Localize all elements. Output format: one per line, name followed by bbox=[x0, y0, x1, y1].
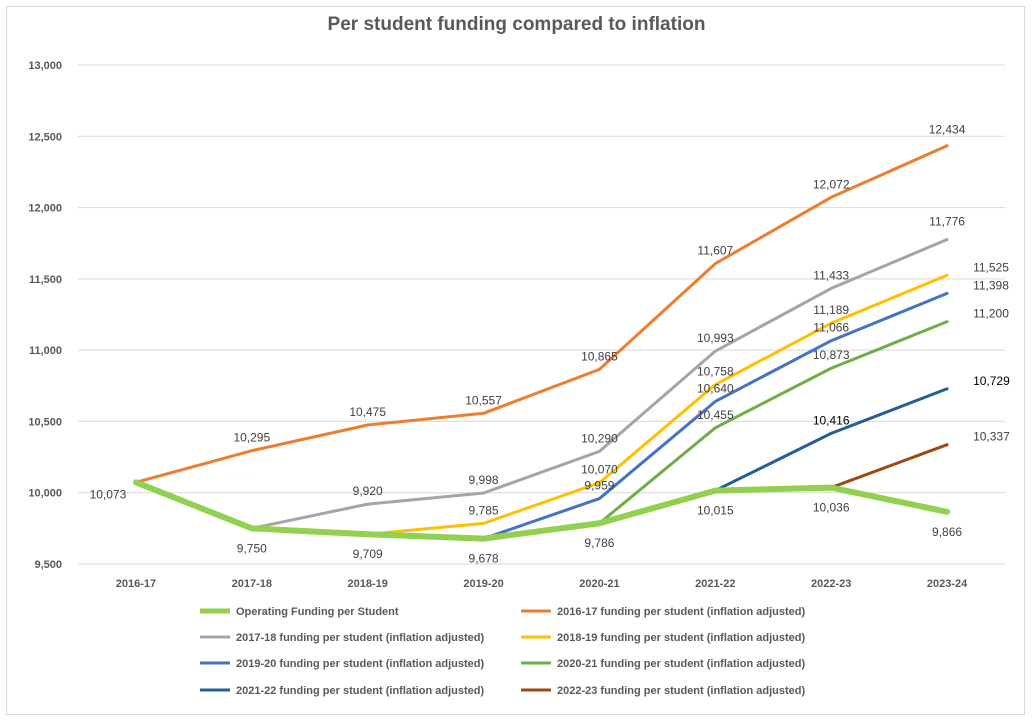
data-label: 12,434 bbox=[929, 123, 966, 137]
x-tick-label: 2023-24 bbox=[927, 578, 968, 590]
data-label: 10,070 bbox=[581, 463, 618, 477]
series-line bbox=[132, 479, 951, 542]
y-tick-label: 11,000 bbox=[29, 345, 62, 357]
data-label: 10,993 bbox=[697, 331, 734, 345]
data-label: 9,959 bbox=[584, 479, 614, 493]
data-label: 10,036 bbox=[813, 501, 850, 515]
data-label: 10,729 bbox=[973, 374, 1010, 388]
x-tick-label: 2017-18 bbox=[232, 578, 272, 590]
chart-frame bbox=[6, 6, 1025, 715]
data-label: 9,750 bbox=[237, 541, 267, 555]
x-tick-label: 2021-22 bbox=[695, 578, 735, 590]
data-label: 10,865 bbox=[581, 349, 618, 363]
data-label: 10,475 bbox=[349, 405, 386, 419]
data-label: 9,920 bbox=[353, 484, 383, 498]
data-label: 10,873 bbox=[813, 348, 850, 362]
data-label: 11,189 bbox=[813, 303, 849, 317]
y-tick-label: 9,500 bbox=[34, 559, 62, 571]
data-label: 10,758 bbox=[697, 365, 734, 379]
data-label: 9,998 bbox=[469, 473, 499, 487]
data-label: 11,433 bbox=[813, 268, 849, 282]
legend-label: 2020-21 funding per student (inflation a… bbox=[557, 658, 805, 670]
series-line bbox=[713, 387, 949, 493]
legend-label: Operating Funding per Student bbox=[236, 606, 399, 618]
data-label: 10,290 bbox=[581, 431, 618, 445]
data-label: 10,295 bbox=[233, 431, 270, 445]
data-label: 11,607 bbox=[697, 244, 733, 258]
legend-label: 2017-18 funding per student (inflation a… bbox=[236, 632, 484, 644]
data-label: 10,337 bbox=[973, 430, 1010, 444]
legend-label: 2018-19 funding per student (inflation a… bbox=[557, 632, 805, 644]
data-label: 10,015 bbox=[697, 504, 734, 518]
data-label: 11,200 bbox=[973, 307, 1009, 321]
data-label: 9,866 bbox=[932, 525, 962, 539]
data-label: 10,455 bbox=[697, 408, 734, 422]
data-label: 10,557 bbox=[465, 393, 502, 407]
x-tick-label: 2018-19 bbox=[348, 578, 388, 590]
series-line bbox=[597, 320, 949, 525]
x-tick-label: 2019-20 bbox=[463, 578, 503, 590]
data-label: 11,525 bbox=[973, 260, 1009, 274]
series-line bbox=[829, 443, 949, 490]
data-label: 11,776 bbox=[929, 215, 965, 229]
data-label: 9,785 bbox=[469, 503, 499, 517]
data-label: 12,072 bbox=[813, 177, 850, 191]
data-label: 10,640 bbox=[697, 381, 734, 395]
y-tick-label: 12,500 bbox=[28, 131, 62, 143]
series-line bbox=[250, 238, 949, 530]
series-line bbox=[366, 273, 949, 536]
legend-label: 2019-20 funding per student (inflation a… bbox=[236, 658, 484, 670]
x-tick-label: 2016-17 bbox=[116, 578, 156, 590]
data-label: 9,709 bbox=[353, 547, 383, 561]
chart-title: Per student funding compared to inflatio… bbox=[327, 14, 706, 35]
legend-label: 2021-22 funding per student (inflation a… bbox=[236, 685, 484, 697]
legend-label: 2016-17 funding per student (inflation a… bbox=[557, 606, 805, 618]
y-tick-label: 13,000 bbox=[28, 60, 62, 72]
y-tick-label: 10,000 bbox=[28, 488, 62, 500]
data-label: 9,786 bbox=[584, 536, 614, 550]
y-tick-label: 12,000 bbox=[28, 203, 62, 215]
y-tick-label: 11,500 bbox=[29, 274, 62, 286]
y-tick-label: 10,500 bbox=[28, 416, 62, 428]
legend-label: 2022-23 funding per student (inflation a… bbox=[557, 685, 805, 697]
x-tick-label: 2022-23 bbox=[811, 578, 851, 590]
data-label: 9,678 bbox=[469, 552, 499, 566]
data-label: 11,066 bbox=[813, 321, 849, 335]
data-label: 10,416 bbox=[813, 413, 850, 427]
data-label: 11,398 bbox=[973, 278, 1009, 292]
series-line bbox=[482, 291, 949, 541]
series-line bbox=[134, 144, 949, 484]
x-tick-label: 2020-21 bbox=[579, 578, 619, 590]
data-label: 10,073 bbox=[90, 487, 127, 501]
